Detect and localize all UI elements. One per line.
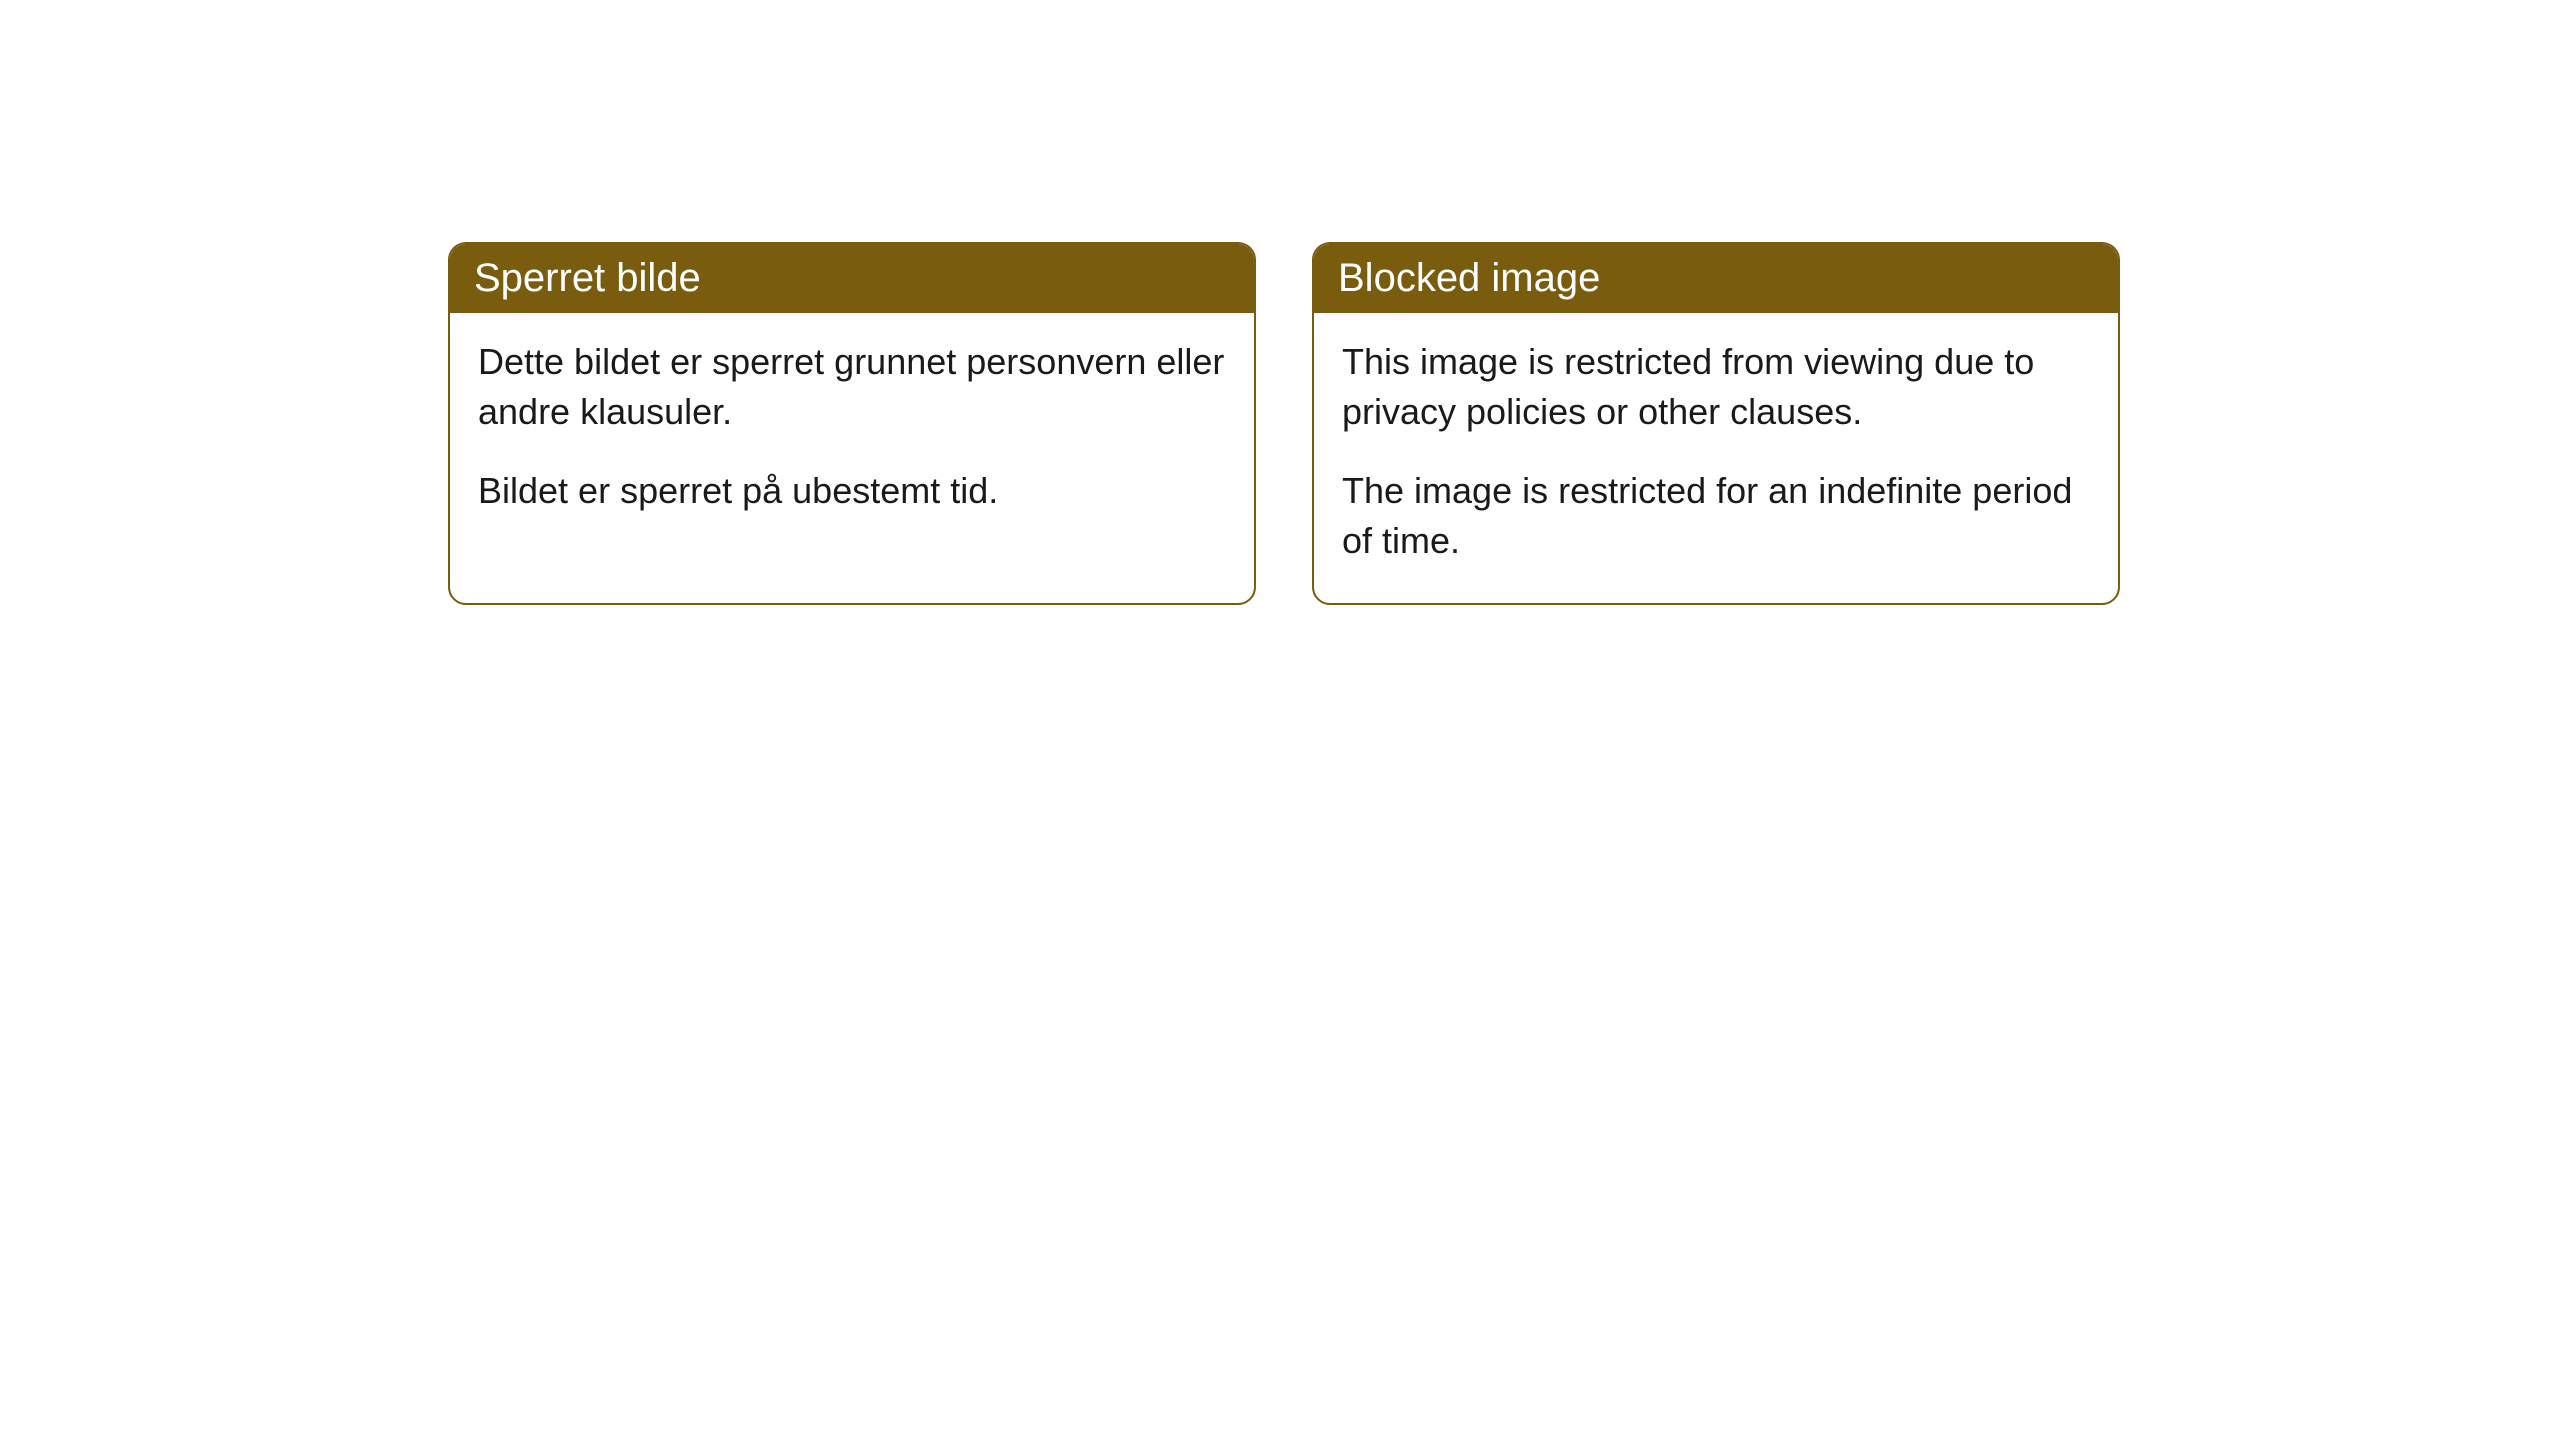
card-title-norwegian: Sperret bilde — [474, 256, 701, 300]
card-paragraph-2-english: The image is restricted for an indefinit… — [1342, 466, 2090, 567]
card-paragraph-2-norwegian: Bildet er sperret på ubestemt tid. — [478, 466, 1226, 516]
blocked-image-card-english: Blocked image This image is restricted f… — [1312, 242, 2120, 605]
card-header-norwegian: Sperret bilde — [450, 244, 1254, 313]
card-body-english: This image is restricted from viewing du… — [1314, 313, 2118, 603]
card-paragraph-1-norwegian: Dette bildet er sperret grunnet personve… — [478, 337, 1226, 438]
card-header-english: Blocked image — [1314, 244, 2118, 313]
notice-cards-container: Sperret bilde Dette bildet er sperret gr… — [448, 242, 2120, 605]
blocked-image-card-norwegian: Sperret bilde Dette bildet er sperret gr… — [448, 242, 1256, 605]
card-body-norwegian: Dette bildet er sperret grunnet personve… — [450, 313, 1254, 552]
card-title-english: Blocked image — [1338, 256, 1600, 300]
card-paragraph-1-english: This image is restricted from viewing du… — [1342, 337, 2090, 438]
